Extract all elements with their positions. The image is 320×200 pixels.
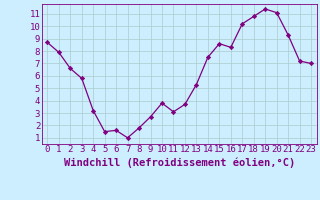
X-axis label: Windchill (Refroidissement éolien,°C): Windchill (Refroidissement éolien,°C) — [64, 157, 295, 168]
